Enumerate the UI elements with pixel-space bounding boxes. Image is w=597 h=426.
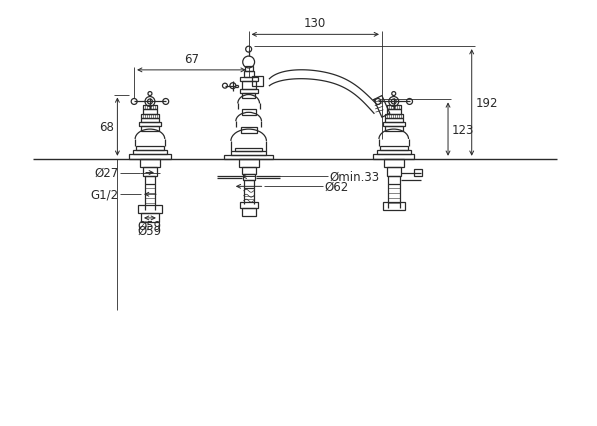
Bar [387,167,401,177]
Text: G1/2: G1/2 [90,188,118,201]
Bar [129,154,171,159]
Bar [141,119,159,123]
Bar [242,81,256,89]
Text: 130: 130 [304,17,327,30]
Bar [242,110,256,116]
Text: Ømin.33: Ømin.33 [330,170,380,184]
Bar [245,67,253,72]
Bar [243,174,254,181]
Bar [388,177,399,185]
Bar [387,110,401,115]
Bar [138,206,162,213]
Bar [251,77,263,86]
Bar [139,123,161,127]
Bar [380,147,408,150]
Bar [384,159,404,167]
Bar [224,155,273,159]
Bar [141,115,159,119]
Bar [235,149,263,152]
Bar [383,203,405,210]
Bar [240,78,257,81]
Bar [141,213,159,222]
Text: Ø62: Ø62 [325,181,349,193]
Text: Ø27: Ø27 [94,167,118,180]
Text: Ø59: Ø59 [138,225,162,237]
Bar [242,93,255,98]
Text: Ø59: Ø59 [138,219,162,232]
Bar [136,147,164,150]
Bar [383,123,405,127]
Text: 68: 68 [100,121,115,134]
Bar [385,127,402,132]
Text: 123: 123 [452,123,475,136]
Bar [377,150,411,154]
Bar [240,89,257,93]
Bar [385,115,402,119]
Bar [387,106,401,110]
Bar [133,150,167,154]
Bar [240,203,257,209]
Bar [244,181,254,189]
Bar [143,106,157,110]
Bar [239,159,259,167]
Bar [141,127,159,132]
Bar [244,72,254,78]
Bar [241,128,257,134]
Bar [414,169,422,177]
Bar [242,209,256,216]
Bar [373,154,414,159]
Bar [143,110,157,115]
Bar [231,152,266,155]
Text: 192: 192 [476,97,498,109]
Bar [140,159,160,167]
Bar [242,167,256,174]
Text: 67: 67 [184,53,199,66]
Bar [143,167,157,177]
Bar [145,177,155,185]
Bar [385,119,402,123]
